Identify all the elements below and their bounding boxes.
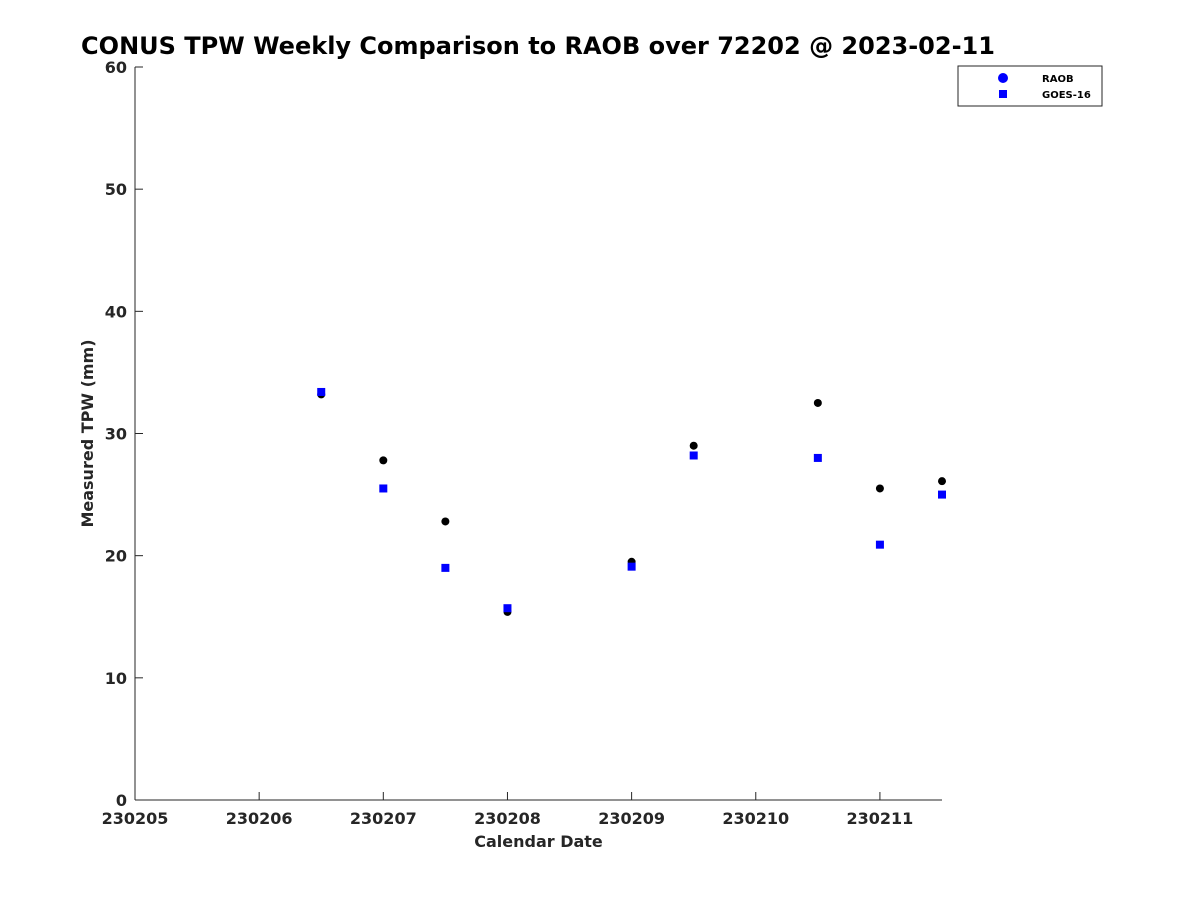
y-tick-label: 60 (105, 58, 127, 77)
y-tick-label: 50 (105, 180, 127, 199)
legend-marker-raob (998, 73, 1008, 83)
x-axis-label: Calendar Date (474, 832, 603, 851)
y-tick-label: 30 (105, 425, 127, 444)
point-raob (938, 477, 946, 486)
x-tick-label: 230211 (847, 809, 914, 828)
legend-marker-goes-16 (999, 90, 1007, 98)
point-goes-16 (689, 451, 698, 460)
y-ticks: 0 10 20 30 40 50 60 (105, 58, 143, 810)
x-tick-label: 230206 (226, 809, 293, 828)
y-tick-label: 20 (105, 547, 127, 566)
legend-box (957, 65, 1103, 107)
point-goes-16 (441, 563, 450, 572)
legend-label-goes-16: GOES-16 (1042, 90, 1091, 101)
point-goes-16 (938, 490, 946, 499)
y-tick-label: 0 (116, 791, 127, 810)
legend-label-raob: RAOB (1042, 74, 1074, 85)
point-raob (441, 517, 450, 526)
x-ticks: 230205 230206 230207 230208 230209 230210 2302… (102, 792, 914, 828)
x-tick-label: 230207 (350, 809, 417, 828)
point-goes-16 (813, 453, 822, 462)
point-goes-16 (379, 484, 388, 493)
point-goes-16 (317, 387, 326, 396)
point-raob (689, 441, 698, 450)
x-tick-label: 230208 (474, 809, 541, 828)
x-tick-label: 230210 (722, 809, 789, 828)
point-goes-16 (875, 540, 884, 549)
y-tick-label: 10 (105, 669, 127, 688)
point-raob (379, 456, 388, 465)
data-points (317, 387, 946, 616)
point-raob (813, 398, 822, 407)
legend: RAOB GOES-16 (957, 65, 1103, 107)
y-tick-label: 40 (105, 302, 127, 321)
y-axis-label: Measured TPW (mm) (78, 339, 97, 527)
axes (134, 67, 942, 801)
chart-title: CONUS TPW Weekly Comparison to RAOB over… (81, 32, 995, 60)
point-goes-16 (503, 604, 512, 613)
x-tick-label: 230209 (598, 809, 665, 828)
x-tick-label: 230205 (102, 809, 169, 828)
point-goes-16 (627, 562, 636, 571)
point-raob (875, 484, 884, 493)
